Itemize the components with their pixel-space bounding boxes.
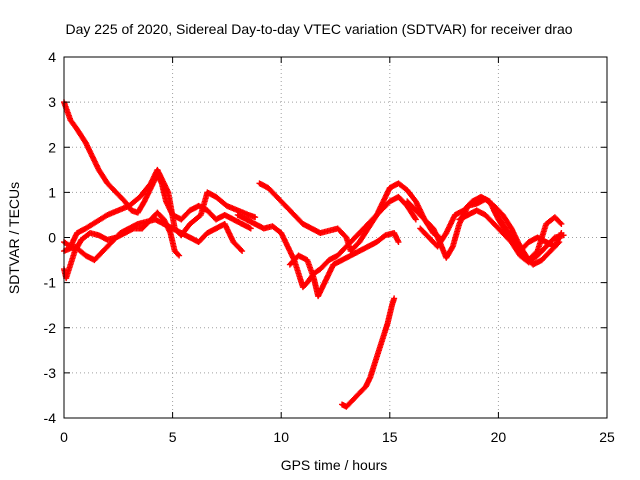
series-track-h (339, 295, 398, 410)
data-point (238, 246, 245, 253)
axis-ticks: 0 5 10 15 20 25 -4 -3 -2 -1 0 1 2 3 4 (44, 49, 615, 445)
y-tick-label: -2 (44, 320, 57, 336)
data-point (247, 225, 254, 232)
y-tick-label: 0 (48, 230, 56, 246)
data-point (449, 244, 456, 251)
chart-title: Day 225 of 2020, Sidereal Day-to-day VTE… (65, 21, 572, 37)
data-point (412, 215, 419, 222)
x-tick-label: 10 (273, 429, 289, 445)
x-tick-label: 25 (599, 429, 615, 445)
grid-lines (64, 57, 607, 418)
data-point (176, 252, 183, 259)
data-point (412, 216, 419, 223)
series-track-j (417, 193, 563, 268)
series-track-b (61, 166, 259, 250)
y-tick-label: 4 (48, 49, 56, 65)
series-track-d (61, 216, 246, 264)
data-point (252, 214, 259, 221)
series-track-c (61, 209, 183, 282)
y-tick-label: -1 (44, 275, 57, 291)
series-track-g (286, 229, 402, 300)
data-marks (61, 99, 567, 410)
series-track-l (456, 207, 567, 266)
y-tick-label: 3 (48, 94, 56, 110)
y-tick-label: 2 (48, 139, 56, 155)
data-point (557, 219, 564, 226)
plot-frame (63, 56, 608, 419)
data-point (558, 220, 565, 227)
x-tick-label: 0 (60, 429, 68, 445)
y-tick-label: -4 (44, 410, 57, 426)
data-point (560, 232, 567, 239)
data-point (395, 239, 402, 246)
y-tick-label: 1 (48, 184, 56, 200)
data-point (175, 251, 182, 258)
data-point (239, 248, 246, 255)
y-tick-label: -3 (44, 365, 57, 381)
x-tick-label: 20 (491, 429, 507, 445)
data-point (391, 295, 398, 302)
x-axis-label: GPS time / hours (281, 457, 388, 473)
x-tick-label: 5 (169, 429, 177, 445)
x-tick-label: 15 (382, 429, 398, 445)
y-axis-label: SDTVAR / TECUs (6, 182, 22, 294)
